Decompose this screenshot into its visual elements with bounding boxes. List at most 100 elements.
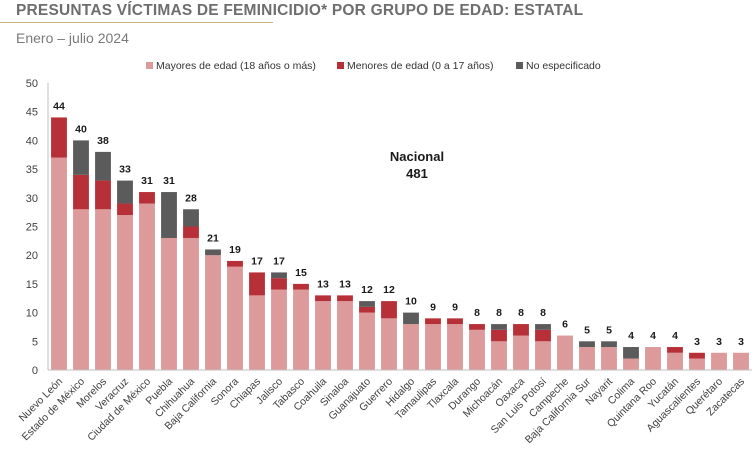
legend-swatch (516, 62, 523, 69)
chart-legend: Mayores de edad (18 años o más) Menores d… (146, 60, 601, 72)
bar-segment-minors (513, 324, 529, 336)
y-tick-label: 0 (32, 365, 38, 377)
national-total-annotation: Nacional 481 (390, 149, 444, 181)
bar-segment-adults (601, 347, 617, 370)
bar-segment-unspecified (601, 341, 617, 348)
bar-total-label: 4 (628, 330, 634, 342)
bar-total-label: 33 (119, 164, 131, 176)
bar-total-label: 8 (518, 307, 524, 319)
bar-segment-adults (95, 209, 111, 370)
bar-total-label: 5 (584, 324, 590, 336)
bar-segment-minors (381, 301, 397, 319)
bar-segment-adults (271, 289, 287, 370)
bar-total-label: 10 (405, 296, 417, 308)
bar-segment-unspecified (271, 272, 287, 279)
bar-segment-adults (337, 301, 353, 370)
bar-segment-unspecified (535, 324, 551, 330)
bar-total-label: 13 (339, 278, 351, 290)
y-tick-label: 40 (26, 135, 38, 147)
bar-segment-adults (205, 255, 221, 370)
bar-total-label: 6 (562, 319, 568, 331)
bar-segment-adults (161, 237, 177, 370)
bar-segment-unspecified (403, 312, 419, 325)
bar-segment-adults (315, 301, 331, 370)
bar-total-label: 8 (496, 307, 502, 319)
bar-segment-adults (645, 347, 661, 370)
national-value: 481 (406, 166, 428, 181)
y-tick-label: 20 (26, 250, 38, 262)
bar-total-label: 9 (430, 301, 436, 313)
bar-segment-unspecified (95, 151, 111, 181)
bar-segment-minors (249, 272, 265, 296)
bar-total-label: 17 (251, 255, 263, 267)
bar-segment-adults (711, 352, 727, 370)
bar-segment-adults (623, 358, 639, 370)
bar-segment-adults (73, 209, 89, 370)
bar-segment-adults (403, 324, 419, 370)
bar-segment-minors (117, 203, 133, 216)
bar-segment-adults (557, 335, 573, 370)
bar-segment-unspecified (623, 347, 639, 359)
y-tick-label: 25 (26, 222, 38, 234)
bar-segment-minors (139, 192, 155, 204)
bar-total-label: 21 (207, 232, 219, 244)
bar-segment-adults (689, 358, 705, 370)
bar-segment-minors (337, 295, 353, 302)
bar-total-label: 40 (75, 123, 87, 135)
bar-total-label: 17 (273, 255, 285, 267)
bar-segment-adults (535, 341, 551, 370)
bar-segment-minors (95, 180, 111, 210)
legend-swatch (337, 62, 344, 69)
bar-total-label: 15 (295, 267, 307, 279)
bar-segment-adults (51, 157, 67, 370)
bar-segment-adults (139, 203, 155, 370)
bar-segment-minors (689, 352, 705, 359)
page-subtitle: Enero – julio 2024 (16, 30, 129, 46)
bar-segment-unspecified (491, 324, 507, 330)
bar-segment-minors (491, 329, 507, 342)
bar-segment-minors (667, 347, 683, 353)
bar-segment-adults (447, 324, 463, 370)
bar-total-label: 3 (738, 336, 744, 348)
y-tick-label: 30 (26, 193, 38, 205)
bar-segment-adults (425, 324, 441, 370)
legend-swatch (146, 62, 153, 69)
bar-segment-minors (183, 226, 199, 238)
legend-label: No especificado (526, 60, 601, 72)
bar-segment-adults (183, 237, 199, 370)
bar-segment-adults (733, 352, 749, 370)
bar-segment-adults (227, 266, 243, 370)
bar-total-label: 4 (672, 330, 678, 342)
bars (51, 117, 749, 370)
y-tick-label: 45 (26, 107, 38, 119)
bar-segment-adults (579, 347, 595, 370)
bar-segment-unspecified (73, 140, 89, 175)
bar-segment-adults (249, 295, 265, 370)
bar-segment-minors (535, 329, 551, 342)
bar-segment-minors (425, 318, 441, 325)
bar-total-label: 44 (53, 100, 65, 112)
bar-segment-adults (117, 215, 133, 370)
bar-segment-minors (73, 174, 89, 210)
bar-segment-minors (227, 260, 243, 267)
bar-total-label: 8 (474, 307, 480, 319)
bar-segment-minors (469, 324, 485, 330)
bar-segment-adults (667, 352, 683, 370)
national-label: Nacional (390, 149, 444, 164)
bar-segment-unspecified (161, 192, 177, 238)
bar-total-label: 5 (606, 324, 612, 336)
bar-segment-adults (293, 289, 309, 370)
bar-segment-unspecified (579, 341, 595, 348)
bar-segment-adults (513, 335, 529, 370)
bar-segment-adults (469, 329, 485, 370)
bar-segment-adults (491, 341, 507, 370)
bar-total-label: 28 (185, 192, 197, 204)
bar-segment-minors (271, 278, 287, 290)
bar-segment-unspecified (205, 249, 221, 256)
page-title: PRESUNTAS VÍCTIMAS DE FEMINICIDIO* POR G… (16, 2, 584, 19)
bar-total-label: 31 (163, 175, 175, 187)
bar-segment-minors (359, 306, 375, 313)
